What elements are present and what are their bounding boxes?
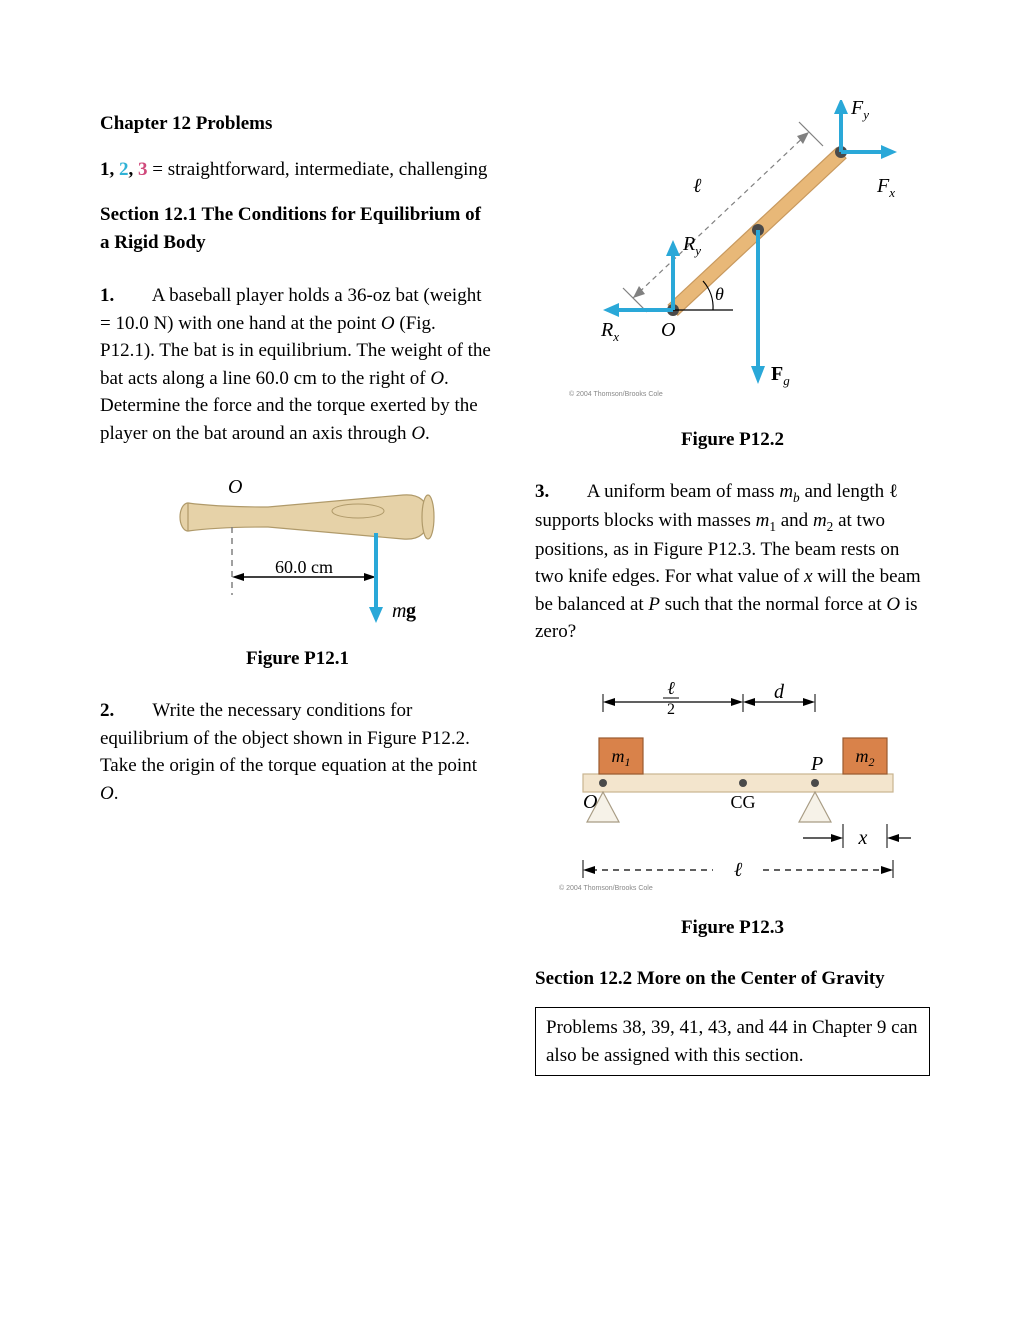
- svg-text:Fx: Fx: [876, 175, 895, 200]
- svg-text:P: P: [810, 753, 823, 775]
- svg-text:CG: CG: [730, 792, 755, 812]
- figure-p12-1-caption: Figure P12.1: [100, 645, 495, 673]
- bat-diagram-svg: O 60.0 cm m g: [148, 465, 448, 635]
- section-12-1-title: Section 12.1 The Conditions for Equilibr…: [100, 201, 495, 256]
- svg-text:2: 2: [667, 701, 675, 718]
- right-column: ℓ θ: [535, 110, 930, 1240]
- fig1-mg-m: m: [392, 600, 406, 622]
- problem-2-number: 2.: [100, 697, 148, 725]
- svg-text:θ: θ: [715, 284, 724, 304]
- chapter-title: Chapter 12 Problems: [100, 110, 495, 138]
- fig1-O-label: O: [228, 476, 242, 498]
- svg-text:Fg: Fg: [771, 363, 790, 388]
- problem-2: 2. Write the necessary conditions for eq…: [100, 697, 495, 807]
- svg-text:© 2004 Thomson/Brooks Cole: © 2004 Thomson/Brooks Cole: [569, 390, 663, 398]
- svg-text:x: x: [857, 827, 867, 849]
- section-12-2-title: Section 12.2 More on the Center of Gravi…: [535, 965, 930, 993]
- svg-text:d: d: [774, 681, 785, 703]
- figure-p12-3: ℓ 2 d m1 m2 O CG: [535, 664, 930, 942]
- svg-text:ℓ: ℓ: [733, 859, 742, 881]
- beam-diagram-svg: ℓ 2 d m1 m2 O CG: [553, 664, 913, 894]
- problem-3-number: 3.: [535, 478, 583, 506]
- fig1-dim-label: 60.0 cm: [275, 557, 333, 577]
- figure-p12-2: ℓ θ: [535, 100, 930, 454]
- problem-1-number: 1.: [100, 282, 148, 310]
- svg-text:ℓ: ℓ: [693, 175, 702, 197]
- level-1: 1: [100, 159, 110, 180]
- fig1-mg-g: g: [406, 600, 416, 622]
- level-3: 3: [138, 159, 148, 180]
- left-column: Chapter 12 Problems 1, 2, 3 = straightfo…: [100, 110, 495, 1240]
- svg-text:Fy: Fy: [850, 100, 869, 122]
- level-2: 2: [119, 159, 129, 180]
- difficulty-legend: 1, 2, 3 = straightforward, intermediate,…: [100, 156, 495, 184]
- problem-3: 3. A uniform beam of mass mb and length …: [535, 478, 930, 646]
- problem-1: 1. A baseball player holds a 36-oz bat (…: [100, 282, 495, 447]
- figure-p12-1: O 60.0 cm m g Figure P12.1: [100, 465, 495, 673]
- svg-text:O: O: [583, 791, 597, 813]
- svg-text:ℓ: ℓ: [667, 678, 675, 698]
- figure-p12-2-caption: Figure P12.2: [535, 426, 930, 454]
- legend-text: = straightforward, intermediate, challen…: [148, 159, 488, 180]
- cross-reference-note: Problems 38, 39, 41, 43, and 44 in Chapt…: [535, 1007, 930, 1076]
- svg-text:O: O: [661, 319, 675, 341]
- svg-text:Ry: Ry: [682, 233, 701, 258]
- figure-p12-3-caption: Figure P12.3: [535, 914, 930, 942]
- rod-diagram-svg: ℓ θ: [563, 100, 903, 400]
- svg-text:© 2004 Thomson/Brooks Cole: © 2004 Thomson/Brooks Cole: [559, 884, 653, 892]
- svg-text:Rx: Rx: [600, 319, 619, 344]
